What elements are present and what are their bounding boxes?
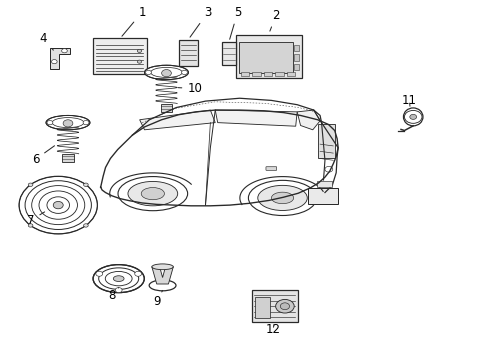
FancyBboxPatch shape [239, 42, 293, 73]
Ellipse shape [118, 176, 187, 211]
Circle shape [137, 49, 142, 53]
FancyBboxPatch shape [160, 104, 172, 112]
Ellipse shape [113, 276, 124, 282]
FancyBboxPatch shape [265, 167, 276, 170]
Circle shape [53, 202, 63, 209]
Circle shape [181, 70, 187, 75]
FancyBboxPatch shape [275, 72, 283, 76]
FancyBboxPatch shape [255, 297, 269, 318]
Circle shape [280, 303, 289, 310]
Circle shape [28, 183, 33, 186]
Text: 9: 9 [153, 291, 162, 308]
Text: 7: 7 [27, 212, 44, 227]
FancyBboxPatch shape [317, 125, 334, 158]
Ellipse shape [93, 265, 144, 293]
Circle shape [51, 60, 57, 64]
Ellipse shape [152, 264, 173, 270]
Text: 8: 8 [108, 288, 119, 302]
Circle shape [135, 271, 141, 276]
Text: 10: 10 [178, 82, 202, 95]
Text: 12: 12 [264, 323, 280, 336]
Ellipse shape [46, 116, 90, 130]
FancyBboxPatch shape [251, 290, 297, 322]
Polygon shape [101, 110, 337, 206]
Polygon shape [140, 110, 215, 130]
Circle shape [115, 288, 122, 293]
Text: 4: 4 [40, 32, 53, 50]
Text: 2: 2 [269, 9, 279, 31]
FancyBboxPatch shape [222, 42, 235, 66]
Circle shape [409, 114, 416, 120]
FancyBboxPatch shape [93, 39, 147, 74]
FancyBboxPatch shape [62, 154, 74, 162]
FancyBboxPatch shape [307, 188, 337, 204]
Circle shape [28, 224, 33, 227]
Polygon shape [215, 110, 297, 126]
Polygon shape [297, 110, 320, 130]
FancyBboxPatch shape [236, 35, 301, 78]
Text: 5: 5 [229, 6, 241, 39]
Text: 11: 11 [401, 94, 416, 107]
FancyBboxPatch shape [293, 45, 299, 51]
Circle shape [161, 69, 171, 77]
Circle shape [83, 224, 88, 227]
FancyBboxPatch shape [252, 72, 260, 76]
Circle shape [61, 49, 67, 53]
Ellipse shape [149, 280, 176, 291]
Ellipse shape [403, 108, 422, 126]
Circle shape [19, 176, 97, 234]
Ellipse shape [141, 188, 164, 200]
FancyBboxPatch shape [293, 64, 299, 70]
Circle shape [83, 121, 89, 125]
Ellipse shape [248, 180, 316, 216]
Ellipse shape [271, 192, 293, 204]
Text: 3: 3 [190, 6, 211, 37]
Ellipse shape [257, 185, 306, 211]
Circle shape [63, 120, 73, 127]
Text: 6: 6 [32, 146, 54, 166]
FancyBboxPatch shape [240, 72, 248, 76]
Ellipse shape [144, 65, 188, 80]
Circle shape [145, 70, 151, 75]
Circle shape [83, 183, 88, 186]
Polygon shape [152, 267, 173, 284]
Circle shape [137, 60, 142, 63]
FancyBboxPatch shape [263, 72, 272, 76]
FancyBboxPatch shape [286, 72, 295, 76]
Circle shape [47, 121, 53, 125]
Circle shape [96, 271, 102, 276]
FancyBboxPatch shape [179, 40, 197, 66]
FancyBboxPatch shape [293, 54, 299, 60]
Ellipse shape [128, 181, 177, 206]
FancyBboxPatch shape [316, 181, 331, 187]
Text: 1: 1 [122, 6, 145, 36]
Circle shape [275, 300, 294, 313]
Polygon shape [50, 48, 70, 68]
